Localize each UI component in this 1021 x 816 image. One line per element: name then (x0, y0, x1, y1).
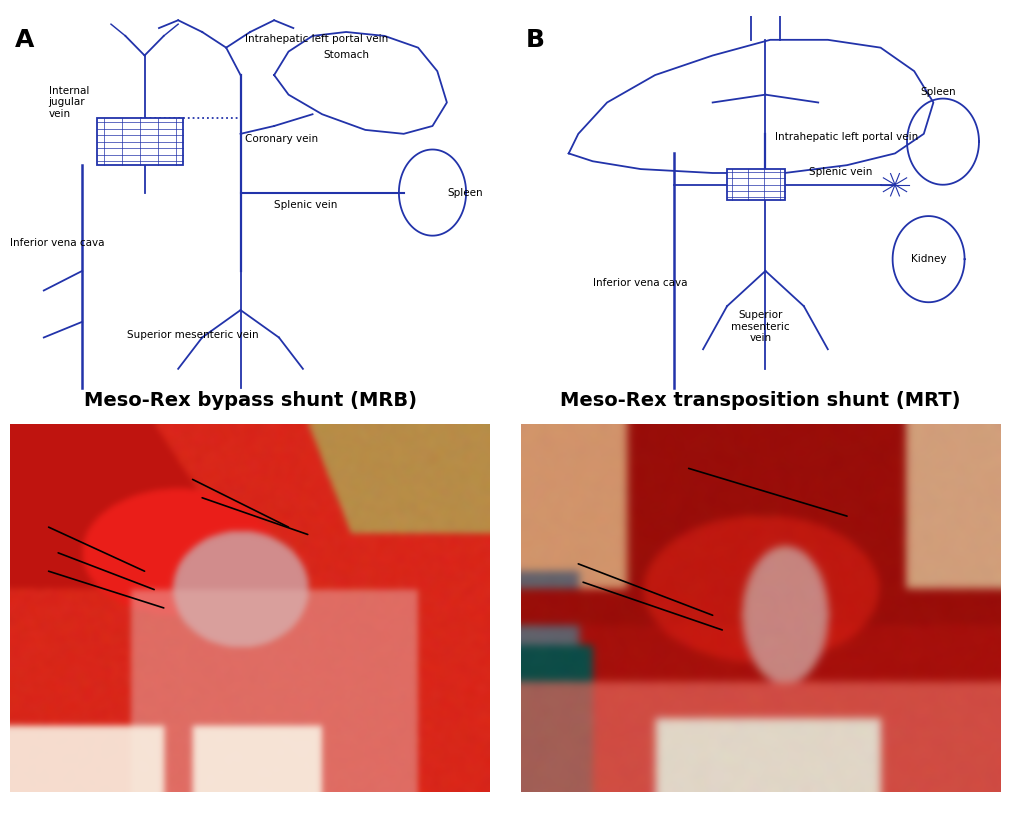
Text: Intrahepatic left portal vein: Intrahepatic left portal vein (245, 33, 389, 44)
Text: Inferior vena cava: Inferior vena cava (592, 277, 687, 288)
Text: Internal
jugular
vein: Internal jugular vein (49, 86, 89, 119)
Text: Superior mesenteric vein: Superior mesenteric vein (127, 330, 258, 339)
Text: A: A (15, 28, 35, 52)
Text: Stomach: Stomach (323, 51, 370, 60)
Text: Coronary vein: Coronary vein (245, 134, 319, 144)
Text: B: B (526, 28, 544, 52)
Text: Superior
mesenteric
vein: Superior mesenteric vein (731, 310, 790, 344)
Bar (727, 169, 784, 201)
Bar (97, 118, 183, 165)
Text: Meso-Rex transposition shunt (MRT): Meso-Rex transposition shunt (MRT) (561, 391, 961, 410)
Text: Splenic vein: Splenic vein (809, 167, 872, 177)
Text: Inferior vena cava: Inferior vena cava (10, 238, 105, 249)
Text: Meso-Rex bypass shunt (MRB): Meso-Rex bypass shunt (MRB) (84, 391, 417, 410)
Text: Spleen: Spleen (447, 188, 483, 197)
Text: Kidney: Kidney (911, 254, 946, 264)
Text: Splenic vein: Splenic vein (274, 201, 338, 211)
Text: Intrahepatic left portal vein: Intrahepatic left portal vein (775, 131, 918, 142)
Text: Spleen: Spleen (920, 86, 956, 96)
